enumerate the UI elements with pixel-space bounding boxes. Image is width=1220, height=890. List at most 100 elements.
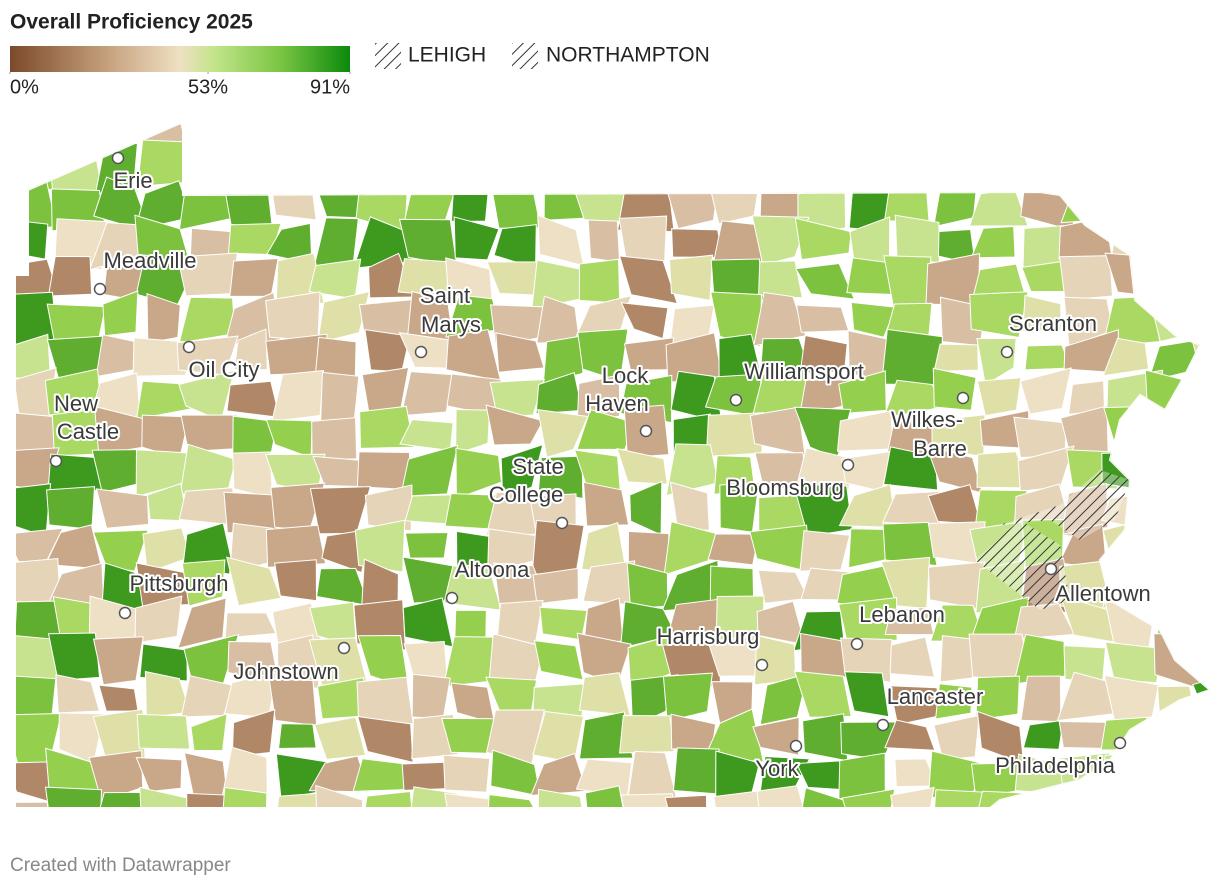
- district: [889, 636, 936, 678]
- district: [934, 683, 973, 720]
- district: [47, 255, 93, 297]
- district: [537, 788, 587, 808]
- city-dot: [1113, 736, 1127, 750]
- district: [321, 122, 370, 157]
- district: [226, 556, 282, 607]
- district: [934, 152, 988, 183]
- district: [224, 612, 277, 639]
- city-label: Harrisburg: [657, 624, 760, 649]
- district: [1192, 410, 1210, 450]
- district: [313, 716, 367, 760]
- city-label: York: [755, 756, 799, 781]
- district: [532, 122, 579, 146]
- district: [489, 179, 542, 229]
- district: [620, 302, 669, 340]
- district: [444, 792, 495, 808]
- district: [707, 533, 760, 566]
- district: [500, 443, 544, 500]
- district: [221, 122, 274, 148]
- district: [1145, 254, 1208, 298]
- district: [92, 529, 149, 572]
- district: [710, 291, 762, 348]
- city-dot: [555, 516, 569, 530]
- district: [1198, 558, 1210, 613]
- city-dot: [755, 658, 769, 672]
- city-dot: [841, 458, 855, 472]
- district: [309, 486, 372, 535]
- district: [272, 122, 318, 155]
- district: [1189, 595, 1210, 646]
- district: [975, 675, 1020, 721]
- district: [1058, 122, 1117, 145]
- district: [1146, 122, 1201, 146]
- district: [1148, 561, 1200, 611]
- city-label: Haven: [585, 391, 649, 416]
- district: [311, 417, 358, 460]
- city-dot: [1044, 562, 1058, 576]
- cities: Erie Meadville Saint Marys Oil City New Castle…: [49, 151, 1153, 783]
- district: [968, 187, 1029, 227]
- district: [98, 684, 139, 712]
- district: [146, 482, 189, 522]
- district: [132, 337, 193, 377]
- city-label: Lock: [602, 363, 649, 388]
- district: [1057, 795, 1119, 808]
- district: [495, 332, 545, 373]
- district: [453, 216, 500, 261]
- district: [316, 567, 370, 607]
- district: [1022, 294, 1062, 332]
- district: [308, 140, 366, 191]
- district: [975, 122, 1023, 149]
- district: [838, 597, 898, 642]
- district: [584, 785, 629, 808]
- district: [800, 122, 856, 154]
- district: [1189, 711, 1210, 764]
- district: [792, 138, 843, 196]
- district: [362, 122, 404, 153]
- district: [352, 758, 409, 792]
- district: [528, 139, 588, 186]
- district: [364, 484, 413, 532]
- district: [178, 178, 235, 231]
- district: [134, 595, 183, 644]
- district: [799, 530, 851, 572]
- district: [1202, 258, 1210, 301]
- district: [794, 262, 856, 300]
- district: [15, 483, 52, 538]
- district: [442, 122, 502, 153]
- district: [1013, 792, 1061, 808]
- city-label: State: [512, 454, 563, 479]
- city-label: College: [489, 482, 564, 507]
- district: [542, 334, 586, 385]
- district: [883, 180, 930, 222]
- district: [793, 670, 852, 718]
- district: [976, 337, 1017, 386]
- district: [1022, 719, 1064, 750]
- pattern-label: NORTHAMPTON: [546, 44, 710, 67]
- district: [848, 122, 891, 158]
- district: [932, 367, 977, 411]
- city-label: Scranton: [1009, 311, 1097, 336]
- district: [537, 455, 584, 500]
- district: [629, 480, 663, 536]
- city-label: Erie: [113, 168, 152, 193]
- district: [400, 371, 455, 417]
- district: [1100, 716, 1161, 751]
- district: [91, 792, 145, 808]
- district: [489, 378, 545, 418]
- district: [974, 142, 1031, 184]
- district: [1152, 527, 1208, 572]
- district: [533, 639, 584, 681]
- city-dot: [93, 282, 107, 296]
- district: [184, 140, 231, 187]
- district: [455, 447, 503, 500]
- district: [976, 377, 1022, 417]
- district: [1153, 633, 1206, 690]
- district: [229, 257, 279, 297]
- district: [795, 304, 850, 333]
- district: [275, 151, 320, 184]
- district: [179, 443, 237, 495]
- district: [575, 122, 629, 148]
- district: [666, 152, 716, 189]
- district: [1191, 177, 1210, 233]
